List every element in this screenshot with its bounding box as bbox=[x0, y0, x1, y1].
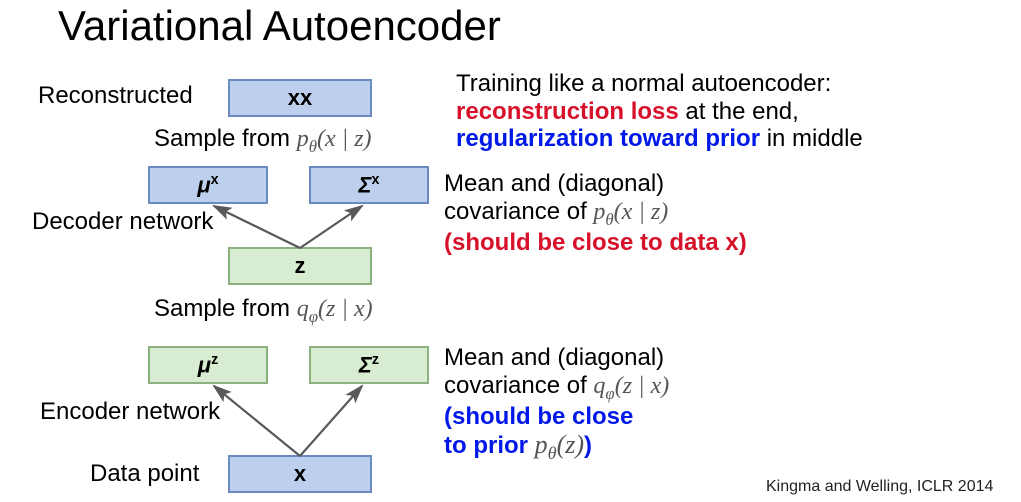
citation: Kingma and Welling, ICLR 2014 bbox=[766, 478, 993, 496]
ann-mid-close-to-x: (should be close to data x) bbox=[444, 229, 747, 257]
ann-top-l1: Training like a normal autoencoder: bbox=[456, 70, 863, 98]
math-q-zx-2: qφ(z | x) bbox=[593, 373, 669, 399]
ann-bot-close-to-prior-1: (should be close bbox=[444, 403, 669, 431]
node-sigma-z: Σz bbox=[309, 346, 429, 384]
label-encoder: Encoder network bbox=[40, 398, 220, 426]
ann-bot-l1: Mean and (diagonal) bbox=[444, 344, 669, 372]
ann-bot-close-to-prior-2: to prior pθ(z)) bbox=[444, 430, 669, 464]
arrow bbox=[300, 386, 362, 456]
ann-mid-l1: Mean and (diagonal) bbox=[444, 170, 747, 198]
ann-top-reg-prior: regularization toward prior bbox=[456, 125, 760, 152]
math-p-xz-2: pθ(x | z) bbox=[593, 199, 668, 225]
math-p-xz-1: pθ(x | z) bbox=[297, 126, 372, 152]
annotation-mean-cov-z: Mean and (diagonal) covariance of qφ(z |… bbox=[444, 344, 669, 464]
annotation-mean-cov-x: Mean and (diagonal) covariance of pθ(x |… bbox=[444, 170, 747, 256]
node-x: x bbox=[228, 455, 372, 493]
arrow bbox=[214, 206, 300, 248]
ann-top-l3b: in middle bbox=[760, 125, 863, 152]
ann-top-recon-loss: reconstruction loss bbox=[456, 98, 679, 125]
ann-top-l2b: at the end, bbox=[679, 98, 799, 125]
math-q-zx-1: qφ(z | x) bbox=[297, 296, 373, 322]
node-mu-z: μz bbox=[148, 346, 268, 384]
arrow bbox=[214, 386, 300, 456]
label-sample-from-top: Sample from pθ(x | z) bbox=[154, 125, 372, 157]
annotation-training: Training like a normal autoencoder: reco… bbox=[456, 70, 863, 153]
node-xx: xx bbox=[228, 79, 372, 117]
ann-bot-l2: covariance of bbox=[444, 372, 593, 399]
node-sigma-x: Σx bbox=[309, 166, 429, 204]
node-z: z bbox=[228, 247, 372, 285]
label-datapoint: Data point bbox=[90, 460, 199, 488]
node-mu-x: μx bbox=[148, 166, 268, 204]
ann-bot-l4b: ) bbox=[584, 432, 592, 459]
label-decoder: Decoder network bbox=[32, 208, 213, 236]
ann-mid-l2: covariance of bbox=[444, 198, 593, 225]
math-p-z: pθ(z) bbox=[535, 430, 584, 459]
label-sample-from-bot: Sample from qφ(z | x) bbox=[154, 295, 373, 327]
ann-bot-l4a: to prior bbox=[444, 432, 535, 459]
sample-from-top-text: Sample from bbox=[154, 125, 290, 152]
label-reconstructed: Reconstructed bbox=[38, 82, 193, 110]
page-title: Variational Autoencoder bbox=[58, 2, 501, 50]
sample-from-bot-text: Sample from bbox=[154, 295, 290, 322]
arrow bbox=[300, 206, 362, 248]
